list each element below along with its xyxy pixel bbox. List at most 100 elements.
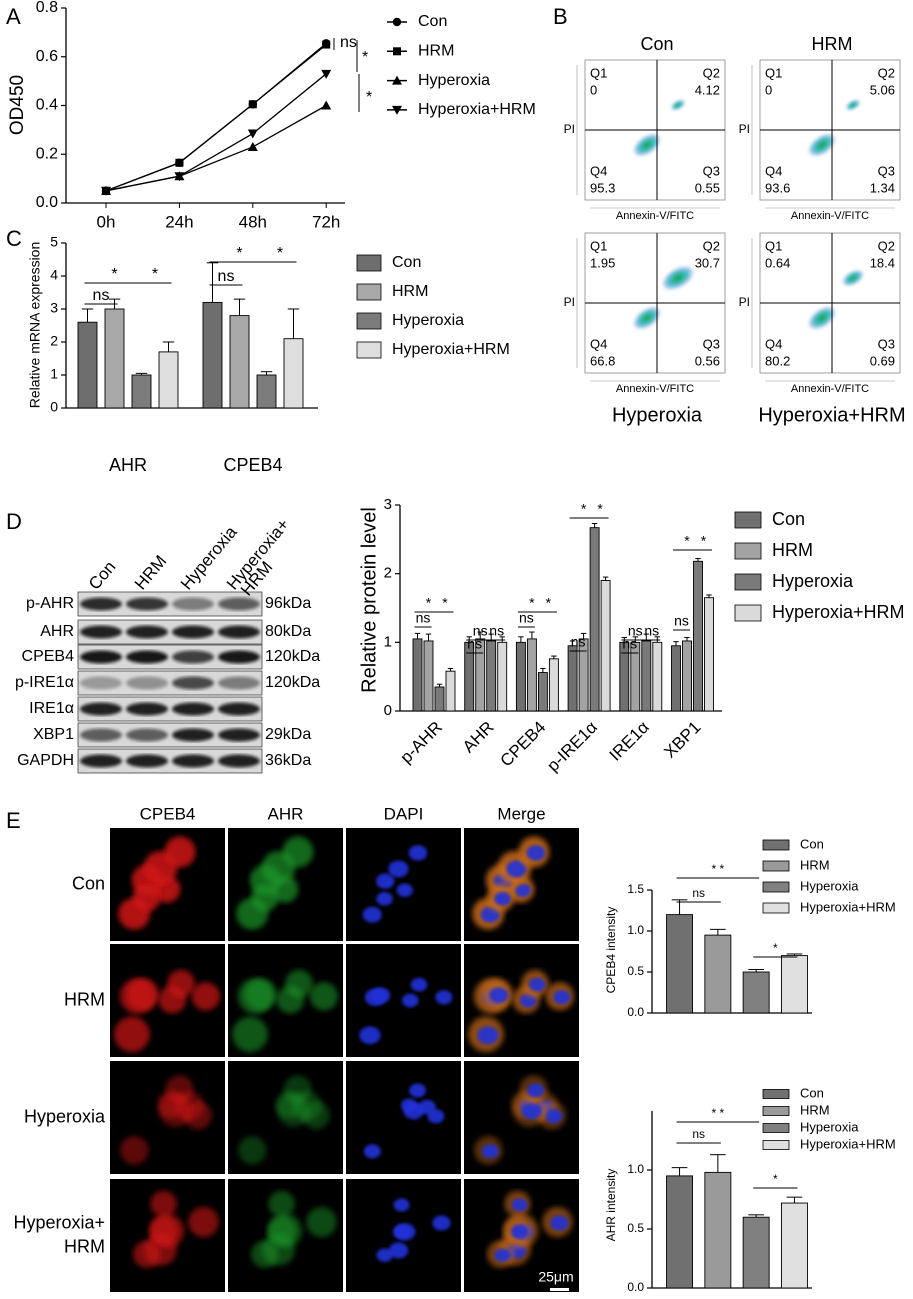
y-tick-label: 1.5 (627, 882, 644, 896)
legend-label: Hyperoxia (772, 571, 854, 591)
x-tick-label: IRE1α (606, 717, 653, 764)
significance-label: * (684, 533, 690, 549)
error-bar (477, 631, 483, 639)
y-tick-label: 4 (50, 267, 58, 283)
significance-label: ns (473, 623, 488, 639)
row-label: Hyperoxia+ (13, 1212, 105, 1232)
bar (256, 374, 277, 409)
blot-row-label: GAPDH (17, 752, 74, 769)
bar (548, 658, 559, 712)
quadrant-label: Q1 (765, 238, 782, 253)
error-bar (695, 558, 701, 562)
bar (652, 641, 663, 712)
quadrant-value: 95.3 (590, 180, 615, 195)
error-bar (706, 594, 712, 598)
x-tick-label: XBP1 (660, 718, 704, 762)
error-bar (529, 631, 535, 639)
nucleus (403, 1102, 424, 1120)
flow-y-label: PI (739, 122, 750, 136)
significance-label: * (366, 89, 372, 106)
bar (283, 338, 304, 409)
flow-x-label: Annexin-V/FITC (791, 210, 869, 222)
nucleus (481, 1144, 499, 1159)
legend-swatch (762, 881, 790, 893)
cell-cloud (632, 306, 662, 330)
significance-label: ns (218, 268, 235, 285)
bar (445, 670, 456, 712)
cell-cloud (842, 269, 864, 287)
nucleus (527, 1083, 545, 1098)
flow-title: HRM (812, 34, 853, 54)
significance-label: ns (571, 634, 586, 650)
y-tick-label: 1 (384, 633, 392, 650)
bar (434, 686, 445, 712)
row-label: HRM (64, 989, 105, 1009)
blot-band (172, 625, 214, 639)
legend-label: Hyperoxia+HRM (800, 1136, 896, 1151)
legend-label: HRM (800, 1102, 830, 1117)
y-tick-label: 3 (384, 496, 392, 513)
nucleus (401, 993, 419, 1008)
significance-label: ns (416, 610, 431, 626)
panel-label: A (6, 4, 21, 29)
cell (283, 1075, 312, 1104)
blot-band (172, 728, 214, 742)
error-bar (81, 308, 94, 323)
blot-band (126, 650, 168, 664)
significance-label: * * (712, 1106, 725, 1120)
flow-y-label: PI (564, 295, 575, 309)
cell (120, 1136, 149, 1165)
significance-label: * (546, 595, 552, 611)
bar (704, 1171, 732, 1289)
bar (131, 374, 152, 409)
legend-swatch (762, 1089, 790, 1099)
cell-cloud (661, 265, 695, 291)
bar (486, 640, 497, 712)
error-bar (287, 308, 300, 339)
error-bar (671, 1167, 688, 1176)
y-axis-label: AHR intensity (604, 1169, 618, 1242)
y-tick-label: 0.4 (36, 97, 58, 114)
y-tick-label: 2 (384, 565, 392, 582)
blot-band (172, 650, 214, 664)
bar (497, 641, 508, 712)
bar (104, 308, 125, 409)
nucleus (480, 906, 500, 923)
column-label: CPEB4 (140, 804, 196, 823)
panel-label: D (6, 509, 22, 534)
x-tick-label: 72h (312, 212, 340, 231)
significance-label: * (362, 49, 368, 66)
y-axis-label: OD450 (7, 75, 28, 135)
legend-swatch (762, 860, 790, 872)
legend-label: Hyperoxia (800, 878, 859, 893)
scale-bar-label: 25μm (538, 1269, 573, 1285)
blot-band (172, 702, 214, 716)
quadrant-label: Q3 (878, 163, 895, 178)
bar (202, 301, 223, 409)
significance-label: * (773, 1172, 778, 1186)
bar (641, 640, 652, 712)
significance-label: ns (467, 636, 482, 652)
quadrant-value: 0.69 (870, 353, 895, 368)
significance-label: * * (712, 862, 725, 876)
quadrant-label: Q2 (878, 238, 895, 253)
nucleus (376, 891, 393, 906)
blot-band (218, 728, 260, 742)
legend-swatch (762, 1106, 790, 1116)
y-tick-label: 0.8 (36, 0, 58, 16)
y-tick-label: 1.0 (627, 923, 644, 937)
blot-kda-label: 96kDa (265, 595, 311, 612)
quadrant-value: 0.55 (695, 180, 720, 195)
error-bar (436, 683, 443, 687)
significance-label: ns (519, 610, 534, 626)
legend-label: HRM (772, 540, 813, 560)
series-line (105, 44, 327, 192)
quadrant-value: 1.95 (590, 255, 615, 270)
quadrant-label: Q3 (878, 336, 895, 351)
legend-label: Hyperoxia+HRM (800, 899, 896, 914)
blot-band (80, 754, 122, 768)
x-tick-label: p-AHR (396, 718, 446, 768)
cell (250, 883, 279, 912)
blot-row-label: CPEB4 (22, 648, 75, 665)
